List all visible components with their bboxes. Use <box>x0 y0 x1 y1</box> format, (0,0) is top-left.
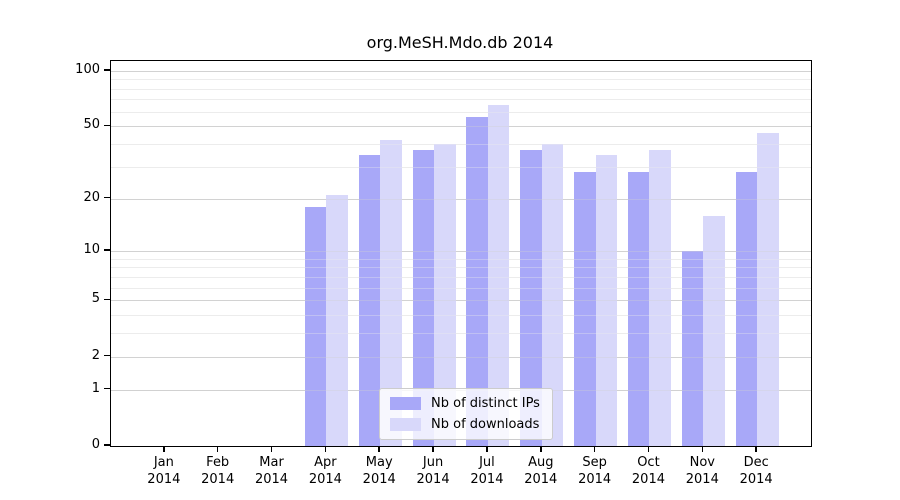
x-tick-label-jun: Jun 2014 <box>403 454 463 488</box>
gridline-minor <box>111 99 811 101</box>
gridline-minor <box>111 276 811 278</box>
x-tick-label-nov: Nov 2014 <box>672 454 732 488</box>
y-tick-label-0: 0 <box>91 437 100 452</box>
x-tick-mark-may <box>378 447 381 452</box>
legend-entry-downloads: Nb of downloads <box>390 417 540 432</box>
gridline-major <box>111 356 811 358</box>
bars-layer <box>111 61 811 446</box>
y-tick-mark-0 <box>104 444 110 446</box>
bar-nb-of-distinct-ips-sep <box>574 172 596 446</box>
gridline-minor <box>111 79 811 81</box>
x-tick-year: 2014 <box>524 472 558 487</box>
y-tick-mark-100 <box>104 69 110 71</box>
x-tick-mark-jul <box>486 447 488 452</box>
y-tick-label-100: 100 <box>75 61 100 77</box>
x-tick-mark-feb <box>216 447 219 452</box>
bar-nb-of-distinct-ips-nov <box>681 251 704 446</box>
gridline-major <box>111 70 811 72</box>
x-tick-mark-apr <box>324 447 327 452</box>
gridline-minor <box>111 144 811 146</box>
legend: Nb of distinct IPs Nb of downloads <box>379 388 553 440</box>
bar-nb-of-downloads-sep <box>595 154 618 446</box>
chart-title: org.MeSH.Mdo.db 2014 <box>366 33 554 52</box>
y-tick-mark-50 <box>104 124 110 127</box>
gridline-minor <box>111 333 811 335</box>
x-tick-year: 2014 <box>470 472 504 487</box>
gridline-minor <box>111 267 811 269</box>
y-tick-mark-2 <box>104 354 110 357</box>
x-tick-year: 2014 <box>739 472 773 487</box>
x-tick-year: 2014 <box>201 472 235 487</box>
legend-swatch-downloads <box>390 418 421 431</box>
bar-nb-of-distinct-ips-dec <box>735 172 758 446</box>
x-tick-label-jan: Jan 2014 <box>134 454 194 488</box>
legend-swatch-distinct-ips <box>390 397 421 410</box>
bar-nb-of-distinct-ips-aug <box>520 150 542 446</box>
gridline-minor <box>111 315 811 317</box>
x-tick-mark-dec <box>755 447 757 452</box>
gridline-minor <box>111 258 811 260</box>
bar-nb-of-distinct-ips-jul <box>466 117 488 446</box>
y-tick-mark-10 <box>104 249 110 251</box>
y-tick-mark-1 <box>104 387 110 390</box>
bar-nb-of-distinct-ips-oct <box>627 172 650 446</box>
x-tick-mark-mar <box>270 447 273 452</box>
x-tick-mark-nov <box>701 447 704 452</box>
legend-label-downloads: Nb of downloads <box>431 417 540 432</box>
bar-nb-of-downloads-oct <box>649 150 671 446</box>
y-tick-mark-20 <box>104 196 110 199</box>
y-tick-mark-5 <box>104 298 110 301</box>
x-tick-label-may: May 2014 <box>349 454 409 488</box>
x-tick-label-apr: Apr 2014 <box>295 454 355 488</box>
bar-nb-of-downloads-apr <box>326 194 348 446</box>
bar-nb-of-downloads-jul <box>487 105 510 446</box>
bar-nb-of-distinct-ips-apr <box>304 206 327 446</box>
x-tick-year: 2014 <box>685 472 719 487</box>
bar-nb-of-distinct-ips-jun <box>412 150 435 446</box>
x-tick-label-jul: Jul 2014 <box>457 454 517 488</box>
x-tick-mark-sep <box>593 447 596 452</box>
x-tick-mark-oct <box>647 447 650 452</box>
y-tick-label-10: 10 <box>83 242 100 258</box>
x-tick-year: 2014 <box>416 472 450 487</box>
x-tick-mark-jan <box>163 447 165 452</box>
bar-nb-of-downloads-dec <box>757 133 779 446</box>
gridline-major <box>111 300 811 302</box>
x-tick-year: 2014 <box>362 472 396 487</box>
y-tick-label-20: 20 <box>83 189 100 205</box>
x-tick-label-aug: Aug 2014 <box>511 454 571 488</box>
x-tick-year: 2014 <box>578 472 612 487</box>
y-tick-label-5: 5 <box>91 291 100 307</box>
y-tick-label-2: 2 <box>91 347 100 363</box>
bar-nb-of-downloads-may <box>380 140 402 446</box>
x-tick-year: 2014 <box>147 472 181 487</box>
legend-label-distinct-ips: Nb of distinct IPs <box>431 396 540 411</box>
gridline-minor <box>111 88 811 90</box>
x-tick-label-oct: Oct 2014 <box>618 454 678 488</box>
x-tick-label-feb: Feb 2014 <box>188 454 248 488</box>
x-tick-label-dec: Dec 2014 <box>726 454 786 488</box>
bar-nb-of-downloads-aug <box>541 144 564 446</box>
bar-nb-of-downloads-jun <box>434 144 456 446</box>
gridline-minor <box>111 166 811 168</box>
plot-area: Nb of distinct IPs Nb of downloads <box>110 60 812 447</box>
bar-nb-of-downloads-nov <box>703 215 725 446</box>
gridline-major <box>111 126 811 128</box>
x-tick-mark-aug <box>539 447 542 452</box>
x-tick-year: 2014 <box>254 472 289 487</box>
x-tick-year: 2014 <box>308 472 342 487</box>
legend-entry-distinct-ips: Nb of distinct IPs <box>390 396 540 411</box>
bar-nb-of-distinct-ips-may <box>358 154 381 446</box>
x-tick-label-sep: Sep 2014 <box>565 454 625 488</box>
gridline-major <box>111 198 811 200</box>
gridline-major <box>111 251 811 253</box>
y-tick-label-1: 1 <box>91 380 100 396</box>
x-tick-year: 2014 <box>631 472 665 487</box>
x-tick-mark-jun <box>432 447 434 452</box>
x-tick-label-mar: Mar 2014 <box>242 454 302 488</box>
gridline-minor <box>111 287 811 289</box>
y-tick-label-50: 50 <box>83 117 100 133</box>
gridline-minor <box>111 111 811 113</box>
